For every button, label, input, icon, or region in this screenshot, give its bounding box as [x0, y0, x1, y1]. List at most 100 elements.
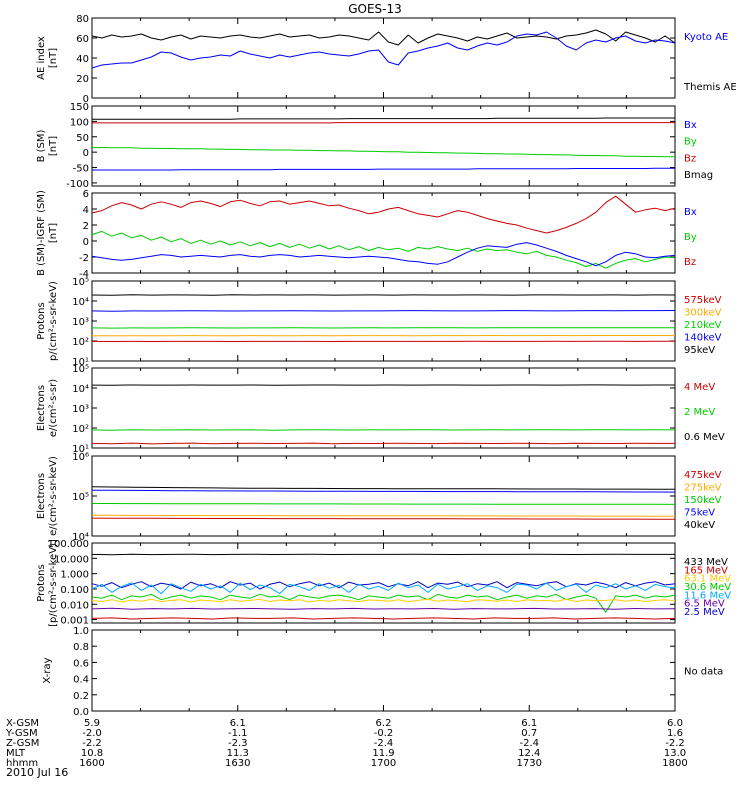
y-tick-label: 0.0: [73, 707, 89, 718]
series-line: [92, 594, 675, 612]
legend-entry: 95keV: [684, 345, 715, 356]
y-tick-label: 0.6: [73, 658, 89, 669]
panel-frame: [92, 368, 675, 448]
plot-title: GOES-13: [348, 2, 402, 16]
panel-frame: [92, 193, 675, 273]
y-tick-label: 1.0: [73, 626, 89, 637]
legend-entry: 0.6 MeV: [684, 432, 725, 443]
series-line: [92, 196, 675, 233]
ephemeris-value: 1600: [79, 758, 104, 769]
series-line: [92, 554, 675, 555]
y-tick-label: -50: [73, 164, 89, 175]
y-tick-label: 0.2: [73, 691, 89, 702]
legend-entry: 4 MeV: [684, 382, 715, 393]
y-axis-label: [nT]: [48, 223, 59, 243]
y-tick-label: 80: [76, 14, 89, 25]
panel-frame: [92, 456, 675, 536]
legend-entry: Bmag: [684, 170, 713, 181]
series-line: [92, 443, 675, 444]
y-tick-label: 6: [83, 189, 89, 200]
y-tick-label: 10²: [72, 424, 89, 435]
legend-entry: 150keV: [684, 495, 722, 506]
y-tick-label: -2: [79, 253, 89, 264]
panel-frame: [92, 630, 675, 711]
legend-entry: No data: [684, 667, 723, 678]
ephemeris-value: 1700: [371, 758, 396, 769]
legend-entry: 300keV: [684, 308, 722, 319]
y-axis-label: [nT]: [48, 48, 59, 68]
y-axis-label: e/(cm²-s-sr): [48, 379, 59, 437]
y-tick-label: 0.010: [60, 600, 89, 611]
y-tick-label: 4: [83, 205, 89, 216]
y-tick-label: 100: [70, 117, 89, 128]
legend-entry: 2 MeV: [684, 407, 715, 418]
legend-entry: Bz: [684, 257, 696, 268]
y-tick-label: 0.8: [73, 642, 89, 653]
series-line: [92, 148, 675, 157]
y-tick-label: 10³: [72, 317, 89, 328]
y-tick-label: 1.000: [60, 570, 89, 581]
y-tick-label: 2: [83, 221, 89, 232]
legend-entry: 40keV: [684, 520, 715, 531]
y-axis-label: Protons: [36, 302, 47, 339]
y-tick-label: 10⁴: [72, 297, 89, 308]
panel-frame: [92, 281, 675, 361]
series-line: [92, 515, 675, 516]
series-line: [92, 168, 675, 170]
y-tick-label: 10⁵: [72, 364, 89, 375]
y-tick-label: 20: [76, 74, 89, 85]
y-axis-label: AE index: [36, 36, 47, 80]
y-axis-label: [p/(cm²-s-sr-keV)]: [48, 539, 59, 627]
y-tick-label: 0.001: [60, 616, 89, 627]
y-tick-label: 0: [83, 148, 89, 159]
y-tick-label: 10.000: [54, 554, 89, 565]
series-line: [92, 518, 675, 519]
series-line: [92, 487, 675, 489]
legend-entry: 275keV: [684, 483, 722, 494]
y-axis-label: Electrons: [36, 385, 47, 431]
y-tick-label: 10⁶: [72, 452, 89, 463]
legend-entry: Bx: [684, 207, 697, 218]
y-axis-label: p/(cm²-s-sr-keV): [48, 281, 59, 361]
y-axis-label: [nT]: [48, 136, 59, 156]
legend-entry: Kyoto AE: [684, 32, 728, 43]
panel-frame: [92, 18, 675, 98]
y-tick-label: 10²: [72, 337, 89, 348]
y-tick-label: 0: [83, 237, 89, 248]
series-line: [92, 118, 675, 119]
series-line: [92, 490, 675, 492]
series-line: [92, 243, 675, 266]
legend-entry: By: [684, 137, 697, 148]
y-tick-label: 0.100: [60, 585, 89, 596]
date-label: 2010 Jul 16: [6, 766, 68, 779]
legend-entry: 575keV: [684, 295, 722, 306]
y-tick-label: 10⁵: [72, 277, 89, 288]
y-axis-label: e/(cm²-s-sr-keV): [48, 456, 59, 536]
y-axis-label: X-ray: [42, 657, 53, 683]
legend-entry: 75keV: [684, 508, 715, 519]
y-tick-label: 60: [76, 34, 89, 45]
panel-frame: [92, 543, 675, 623]
y-tick-label: 50: [76, 133, 89, 144]
legend-entry: Themis AE: [683, 82, 737, 93]
legend-entry: 475keV: [684, 470, 722, 481]
y-tick-label: 0.4: [73, 675, 89, 686]
legend-entry: 210keV: [684, 320, 722, 331]
y-axis-label: Electrons: [36, 473, 47, 519]
legend-entry: By: [684, 232, 697, 243]
y-tick-label: 10⁴: [72, 384, 89, 395]
y-tick-label: 10³: [72, 404, 89, 415]
legend-entry: 2.5 MeV: [684, 607, 725, 618]
series-line: [92, 599, 675, 602]
series-line: [92, 311, 675, 312]
y-axis-label: B (SM): [36, 129, 47, 162]
y-axis-label: Protons: [36, 564, 47, 601]
y-tick-label: 40: [76, 54, 89, 65]
legend-entry: Bz: [684, 153, 696, 164]
